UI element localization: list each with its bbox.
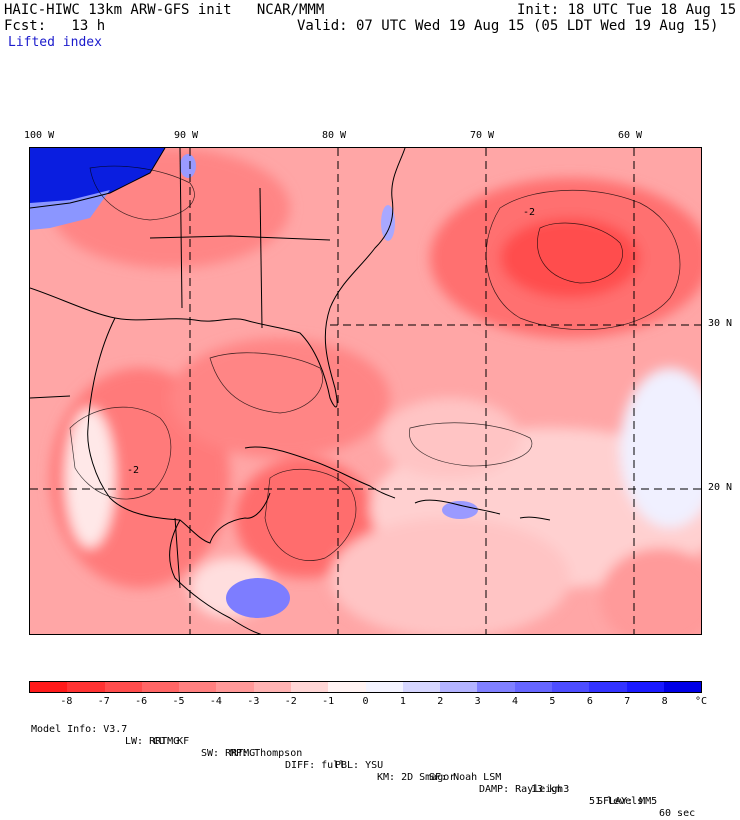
colorbar-tick-label: -4 [209,696,222,707]
map-canvas: -2 -2 [30,148,701,634]
colorbar-tick-label: -2 [284,696,297,707]
colorbar-segment [589,682,627,692]
colorbar-tick-label: 3 [474,696,481,707]
colorbar-tick-label: -3 [247,696,260,707]
stable-region-midwest [180,154,196,178]
colorbar-tick-label: 0 [362,696,369,707]
colorbar-tick-label: -1 [322,696,335,707]
sflay-scheme: SFLAY: MM5 [597,796,658,807]
stable-region-edge [30,190,110,230]
colorbar-tick-label: -8 [60,696,73,707]
lon-label-100w: 100 W [24,130,55,141]
coastlines [30,148,551,634]
colorbar-segment [440,682,478,692]
valid-time: Valid: 07 UTC Wed 19 Aug 15 (05 LDT Wed … [297,18,719,34]
lon-label-70w: 70 W [470,130,495,141]
init-time: Init: 18 UTC Tue 18 Aug 15 [517,2,737,18]
contour-label: -2 [523,207,535,218]
lat-lon-grid [30,148,701,634]
colorbar-segment [253,682,291,692]
stable-region-hispaniola [442,501,478,519]
lw-scheme: LW: RRTMG [125,736,180,747]
colorbar-segment [328,682,366,692]
lon-label-90w: 90 W [174,130,199,141]
damp-scheme: DAMP: Rayleigh3 [479,784,570,795]
field-name: Lifted index [8,35,102,50]
contour-lines [69,165,681,561]
colorbar-tick-label: -6 [135,696,148,707]
footer-line2: LW: RRTMG SW: RRTMG DIFF: full KM: 2D Sm… [31,724,657,808]
colorbar-tick-label: -5 [172,696,185,707]
model-info: Model Info: V3.7 [31,724,128,735]
stable-region-central-america [226,578,290,618]
colorbar-segment [216,682,254,692]
colorbar-tick-label: 2 [437,696,444,707]
colorbar-segment [290,682,329,692]
colorbar-tick-label: 1 [399,696,406,707]
colorbar-tick-label: 7 [624,696,631,707]
lon-label-80w: 80 W [322,130,347,141]
diff-scheme: DIFF: full [285,760,346,771]
time-step: 60 sec [659,808,696,819]
lat-label-30n: 30 N [708,318,733,329]
colorbar-segment [477,682,515,692]
km-scheme: KM: 2D Smagor [377,772,456,783]
colorbar-tick-label: 6 [586,696,593,707]
colorbar-segment [514,682,552,692]
colorbar-segment [365,682,403,692]
stable-region-chesapeake [381,205,395,241]
colorbar-unit: °C [695,696,708,707]
colorbar [29,681,702,693]
shaded-field [50,148,701,634]
lifted-index-map: -2 -2 [29,147,702,635]
lon-label-60w: 60 W [618,130,643,141]
colorbar-segment [663,682,702,692]
colorbar-segment [141,682,180,692]
colorbar-tick-label: 8 [661,696,668,707]
lat-label-20n: 20 N [708,482,733,493]
colorbar-segment [402,682,441,692]
colorbar-segment [30,682,68,692]
forecast-hour: Fcst: 13 h [4,18,106,34]
sw-scheme: SW: RRTMG [201,748,256,759]
contour-label: -2 [127,465,139,476]
colorbar-tick-label: 5 [549,696,556,707]
colorbar-segment [67,682,105,692]
colorbar-segment [104,682,142,692]
model-title: HAIC-HIWC 13km ARW-GFS init NCAR/MMM [4,2,325,18]
colorbar-tick-label: -7 [97,696,110,707]
colorbar-segment [626,682,664,692]
colorbar-tick-label: 4 [512,696,519,707]
colorbar-segment [179,682,217,692]
colorbar-segment [551,682,590,692]
stable-region-northwest [30,148,165,208]
